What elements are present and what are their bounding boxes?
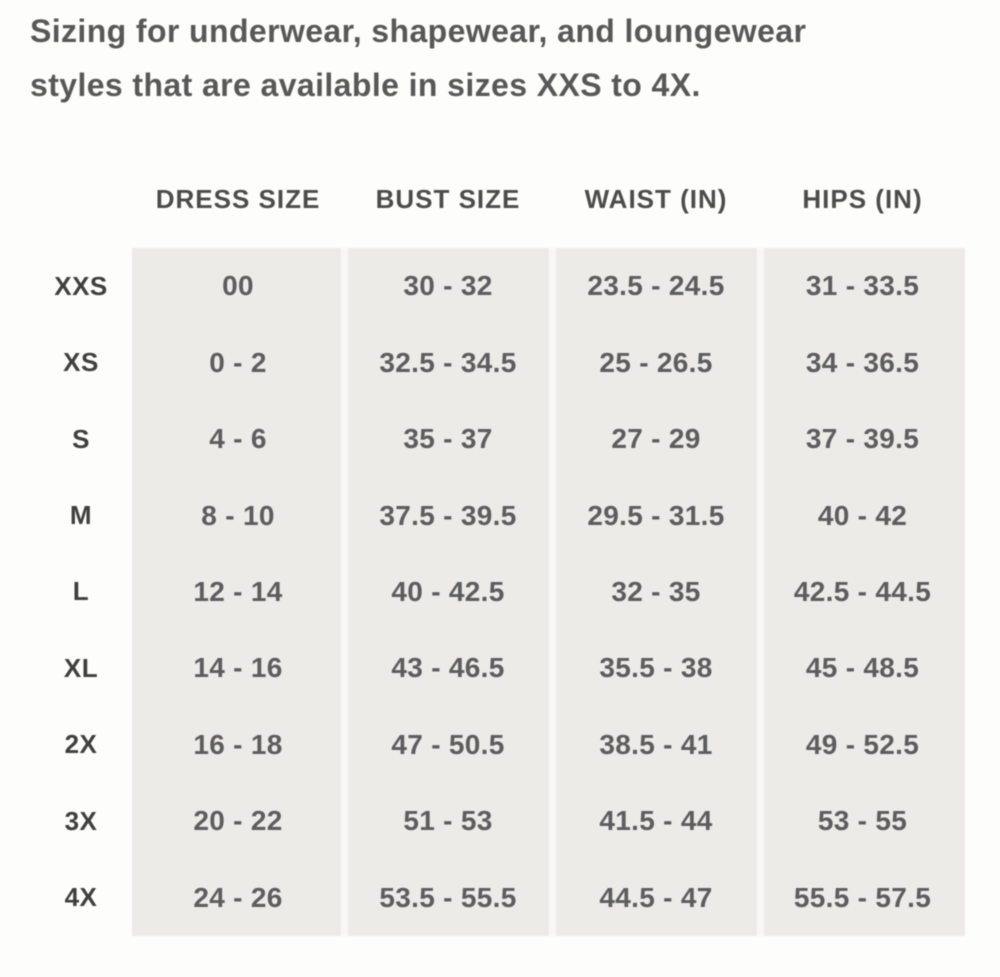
dress-size-value: 16 - 18	[193, 728, 283, 760]
column-header-hips: HIPS (IN)	[802, 183, 923, 214]
dress-size-value: 14 - 16	[193, 652, 283, 684]
size-label: L	[72, 576, 90, 607]
table-panel	[132, 248, 965, 936]
size-label: 4X	[64, 882, 98, 913]
bust-size-value: 37.5 - 39.5	[379, 499, 517, 531]
column-header-bust-size: BUST SIZE	[375, 183, 521, 214]
table-row-xs: XS 0 - 2 32.5 - 34.5 25 - 26.5 34 - 36.5	[30, 324, 965, 400]
bust-size-value: 53.5 - 55.5	[379, 881, 517, 913]
bust-size-value: 32.5 - 34.5	[379, 346, 517, 378]
waist-value: 38.5 - 41	[599, 728, 713, 760]
table-row-4x: 4X 24 - 26 53.5 - 55.5 44.5 - 47 55.5 - …	[30, 860, 965, 936]
dress-size-value: 12 - 14	[193, 575, 283, 607]
hips-value: 34 - 36.5	[805, 346, 920, 378]
size-label: 3X	[64, 805, 98, 836]
intro-text: Sizing for underwear, shapewear, and lou…	[30, 4, 980, 112]
waist-value: 41.5 - 44	[599, 805, 713, 837]
hips-value: 53 - 55	[817, 805, 908, 837]
table-row-xl: XL 14 - 16 43 - 46.5 35.5 - 38 45 - 48.5	[30, 630, 965, 706]
bust-size-value: 47 - 50.5	[391, 728, 505, 760]
bust-size-value: 30 - 32	[403, 270, 493, 302]
table-row-s: S 4 - 6 35 - 37 27 - 29 37 - 39.5	[30, 401, 965, 477]
hips-value: 49 - 52.5	[805, 728, 920, 760]
hips-value: 31 - 33.5	[805, 270, 920, 302]
dress-size-value: 20 - 22	[193, 805, 283, 837]
size-label: XL	[63, 652, 99, 683]
waist-value: 23.5 - 24.5	[587, 270, 725, 302]
dress-size-value: 0 - 2	[209, 346, 267, 378]
dress-size-value: 4 - 6	[209, 423, 267, 455]
bust-size-value: 43 - 46.5	[391, 652, 505, 684]
table-row-m: M 8 - 10 37.5 - 39.5 29.5 - 31.5 40 - 42	[30, 477, 965, 553]
hips-value: 45 - 48.5	[805, 652, 920, 684]
size-table: XXS 00 30 - 32 23.5 - 24.5 31 - 33.5 XS …	[30, 248, 965, 936]
waist-value: 44.5 - 47	[599, 881, 713, 913]
waist-value: 25 - 26.5	[599, 346, 713, 378]
hips-value: 37 - 39.5	[805, 423, 920, 455]
bust-size-value: 35 - 37	[403, 423, 493, 455]
bust-size-value: 40 - 42.5	[391, 575, 505, 607]
table-column-headers: DRESS SIZE BUST SIZE WAIST (IN) HIPS (IN…	[132, 180, 965, 218]
dress-size-value: 00	[222, 270, 254, 302]
intro-line-2: styles that are available in sizes XXS t…	[30, 67, 701, 103]
dress-size-value: 24 - 26	[193, 881, 283, 913]
hips-value: 40 - 42	[817, 499, 908, 531]
bust-size-value: 51 - 53	[403, 805, 493, 837]
waist-value: 35.5 - 38	[599, 652, 713, 684]
hips-value: 42.5 - 44.5	[793, 575, 932, 607]
intro-line-1: Sizing for underwear, shapewear, and lou…	[30, 13, 807, 49]
table-row-l: L 12 - 14 40 - 42.5 32 - 35 42.5 - 44.5	[30, 554, 965, 630]
size-label: M	[69, 500, 93, 531]
hips-value: 55.5 - 57.5	[793, 881, 932, 913]
size-label: XXS	[54, 270, 108, 301]
waist-value: 29.5 - 31.5	[587, 499, 725, 531]
column-divider	[341, 248, 348, 936]
table-row-2x: 2X 16 - 18 47 - 50.5 38.5 - 41 49 - 52.5	[30, 707, 965, 783]
column-header-dress-size: DRESS SIZE	[155, 183, 321, 214]
table-row-xxs: XXS 00 30 - 32 23.5 - 24.5 31 - 33.5	[30, 248, 965, 324]
waist-value: 27 - 29	[611, 423, 701, 455]
column-header-waist: WAIST (IN)	[584, 183, 728, 214]
size-label: 2X	[64, 729, 98, 760]
column-divider	[549, 248, 556, 936]
waist-value: 32 - 35	[611, 575, 701, 607]
column-divider	[757, 248, 764, 936]
table-row-3x: 3X 20 - 22 51 - 53 41.5 - 44 53 - 55	[30, 783, 965, 859]
size-label: S	[72, 423, 90, 454]
dress-size-value: 8 - 10	[201, 499, 275, 531]
size-label: XS	[63, 347, 99, 378]
